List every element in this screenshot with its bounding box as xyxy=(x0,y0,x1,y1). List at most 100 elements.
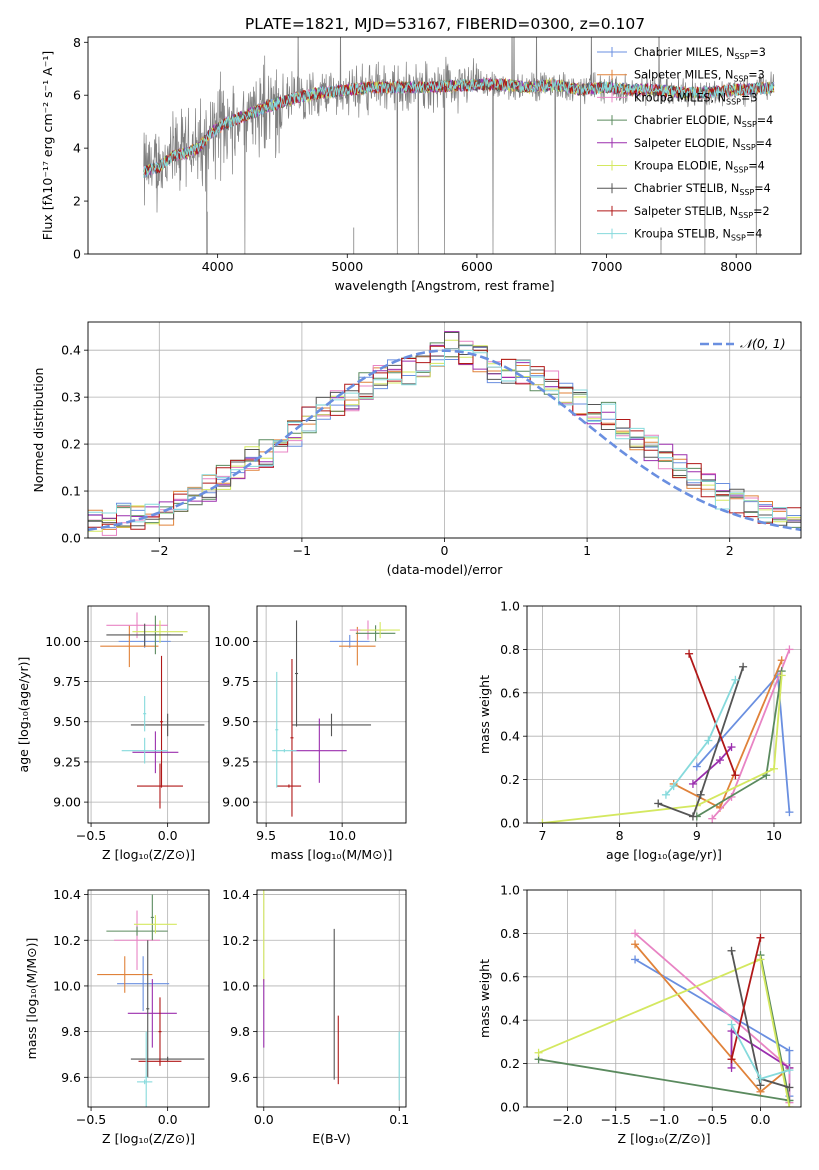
x-tick-label: −2 xyxy=(150,543,168,558)
error-bar-point xyxy=(133,915,177,934)
mass-weight-marker xyxy=(731,771,740,780)
mass-weight-marker xyxy=(769,764,778,773)
mass-weight-marker xyxy=(777,671,786,680)
x-tick-label: 0 xyxy=(441,543,449,558)
x-tick-label: −2.0 xyxy=(552,1112,582,1127)
error-bar-point xyxy=(132,731,179,774)
mass-vs-metallicity-panel: −0.5 0.0 9.6 9.8 10.0 10.2 10.4 Z [log₁₀(Z/Z⊙)]… xyxy=(24,887,210,1146)
y-tick-label: 9.75 xyxy=(53,674,81,689)
x-tick-label: 4000 xyxy=(202,259,234,274)
mass-weight-marker xyxy=(685,649,694,658)
mass-weight-line xyxy=(538,954,791,1102)
residuals-legend: 𝒩(0, 1) xyxy=(700,336,786,351)
y-tick-label: 9.50 xyxy=(222,714,250,729)
x-tick-label: 0.0 xyxy=(751,1112,771,1127)
mass-weight-marker xyxy=(785,645,794,654)
y-tick-label: 8 xyxy=(73,35,81,50)
mass-weight-marker xyxy=(715,756,724,765)
x-tick-label: 7000 xyxy=(591,259,623,274)
x-tick-label: 6000 xyxy=(461,259,493,274)
mass-weight-marker xyxy=(727,1063,736,1072)
mass-weight-marker xyxy=(696,790,705,799)
y-tick-label: 0.3 xyxy=(61,390,81,405)
y-tick-label: 0.0 xyxy=(61,531,81,546)
y-tick-label: 9.6 xyxy=(230,1070,250,1085)
x-tick-label: 9 xyxy=(693,828,701,843)
y-axis-label: age [log₁₀(age/yr)] xyxy=(16,657,31,773)
y-axis-label: mass [log₁₀(M/M⊙)] xyxy=(24,938,39,1060)
mass-weight-marker xyxy=(727,1020,736,1029)
y-tick-label: 10.00 xyxy=(214,634,250,649)
x-tick-label: 2 xyxy=(726,543,734,558)
y-tick-label: 1.0 xyxy=(500,599,520,614)
residuals-panel: −2 −1 0 1 2 0.0 0.1 0.2 0.3 0.4 (data-model)/error… xyxy=(31,321,802,577)
error-bar-point xyxy=(137,763,183,809)
axes-frame xyxy=(526,605,802,824)
x-tick-label: 8 xyxy=(616,828,624,843)
mass-weight-line xyxy=(673,659,783,810)
mass-weight-line xyxy=(665,679,737,796)
legend-entry: Chabrier ELODIE, NSSP=4 xyxy=(634,114,773,129)
age-vs-mass-panel: 9.5 10.0 9.00 9.25 9.50 9.75 10.00 mass [log₁₀(… xyxy=(214,605,407,862)
x-tick-label: −1.5 xyxy=(601,1112,631,1127)
y-tick-label: 0 xyxy=(73,247,81,262)
age-vs-metallicity-panel: −0.5 0.0 9.00 9.25 9.50 9.75 10.00 Z [log₁₀(Z/Z… xyxy=(16,605,210,862)
model-spectrum-line xyxy=(143,78,775,178)
error-bar-point xyxy=(275,671,279,788)
legend-entry: Salpeter STELIB, NSSP=2 xyxy=(634,205,770,220)
y-tick-label: 9.8 xyxy=(61,1024,81,1039)
mass-weight-marker xyxy=(727,1055,736,1064)
error-bar-point xyxy=(121,737,168,764)
y-tick-label: 10.0 xyxy=(222,978,250,993)
mass-weight-marker xyxy=(785,1066,794,1075)
y-tick-label: 10.0 xyxy=(53,978,81,993)
y-axis-label: mass weight xyxy=(477,675,492,754)
error-bar-point xyxy=(276,784,302,788)
y-tick-label: 10.4 xyxy=(53,887,81,902)
mass-weight-marker xyxy=(688,812,697,821)
mass-weight-marker xyxy=(631,940,640,949)
y-tick-label: 9.25 xyxy=(222,754,250,769)
mass-weight-marker xyxy=(631,955,640,964)
error-bar-point xyxy=(106,623,183,647)
weight-vs-metallicity-panel: −2.0 −1.5 −1.0 −0.5 0.0 0.0 0.2 0.4 0.6 0.8 1.0 Z [… xyxy=(477,883,802,1146)
legend-entry: Salpeter ELODIE, NSSP=4 xyxy=(634,137,772,152)
mass-weight-line xyxy=(730,937,762,1060)
error-bar-point xyxy=(291,718,347,783)
residual-histogram xyxy=(88,345,801,530)
y-tick-label: 9.00 xyxy=(53,795,81,810)
mass-weight-marker xyxy=(731,675,740,684)
figure-title: PLATE=1821, MJD=53167, FIBERID=0300, z=0… xyxy=(245,15,645,33)
mass-weight-line xyxy=(657,666,744,818)
y-tick-label: 0.6 xyxy=(500,969,520,984)
y-tick-label: 9.00 xyxy=(222,795,250,810)
x-tick-label: −0.5 xyxy=(76,1112,106,1127)
mass-weight-marker xyxy=(669,782,678,791)
y-tick-label: 0.8 xyxy=(500,926,520,941)
y-tick-label: 0.2 xyxy=(500,1056,520,1071)
mass-weight-marker xyxy=(785,808,794,817)
y-tick-label: 0.2 xyxy=(61,437,81,452)
y-tick-label: 0.2 xyxy=(500,772,520,787)
y-tick-label: 9.8 xyxy=(230,1024,250,1039)
x-axis-label: wavelength [Angstrom, rest frame] xyxy=(334,278,554,293)
mass-weight-marker xyxy=(688,779,697,788)
mass-weight-marker xyxy=(785,1103,794,1107)
legend-entry: Kroupa MILES, NSSP=3 xyxy=(634,91,757,106)
axes-frame xyxy=(87,889,210,1108)
y-tick-label: 0.0 xyxy=(500,816,520,831)
x-axis-label: Z [log₁₀(Z/Z⊙)] xyxy=(102,847,195,862)
x-tick-label: 0.1 xyxy=(389,1112,409,1127)
mass-weight-marker xyxy=(785,1083,794,1092)
error-bar-point xyxy=(159,655,164,788)
error-bar-point xyxy=(114,910,160,970)
x-tick-label: 0.0 xyxy=(158,1112,178,1127)
error-bar-point xyxy=(272,749,297,753)
x-tick-label: −0.5 xyxy=(697,1112,727,1127)
error-bar-point xyxy=(132,620,188,643)
mass-weight-marker xyxy=(727,743,736,752)
mass-weight-marker xyxy=(538,819,547,823)
error-bar-point xyxy=(290,659,294,817)
axes-frame xyxy=(87,605,210,824)
